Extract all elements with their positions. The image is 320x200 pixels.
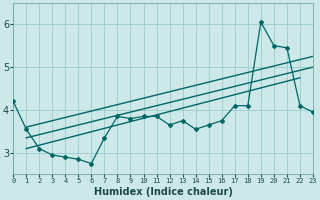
- X-axis label: Humidex (Indice chaleur): Humidex (Indice chaleur): [94, 187, 233, 197]
